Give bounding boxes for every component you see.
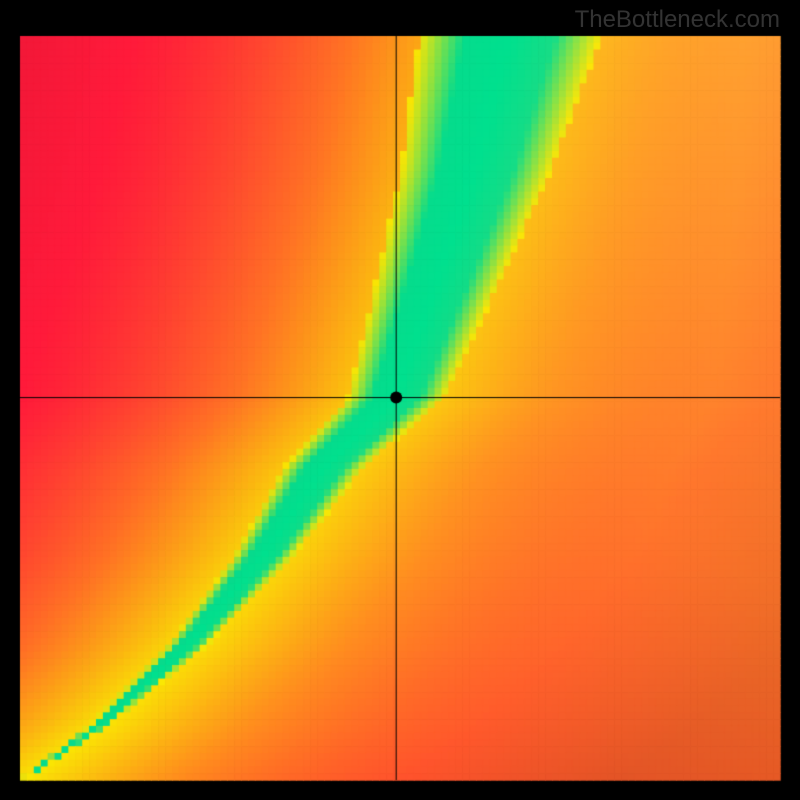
- bottleneck-heatmap: [0, 0, 800, 800]
- chart-container: TheBottleneck.com: [0, 0, 800, 800]
- watermark-text: TheBottleneck.com: [575, 6, 780, 34]
